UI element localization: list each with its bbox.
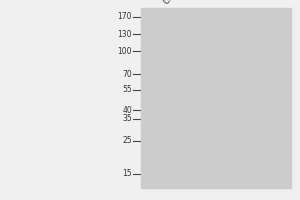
Text: 130: 130 [118,30,132,39]
Text: 100: 100 [118,47,132,56]
Bar [148,80,224,84]
Text: COLO: COLO [162,0,184,6]
Text: 35: 35 [122,114,132,123]
Text: 40: 40 [122,106,132,115]
Text: 70: 70 [122,70,132,79]
Text: 170: 170 [118,12,132,21]
Text: 25: 25 [122,136,132,145]
Text: 15: 15 [122,169,132,178]
Text: 55: 55 [122,85,132,94]
